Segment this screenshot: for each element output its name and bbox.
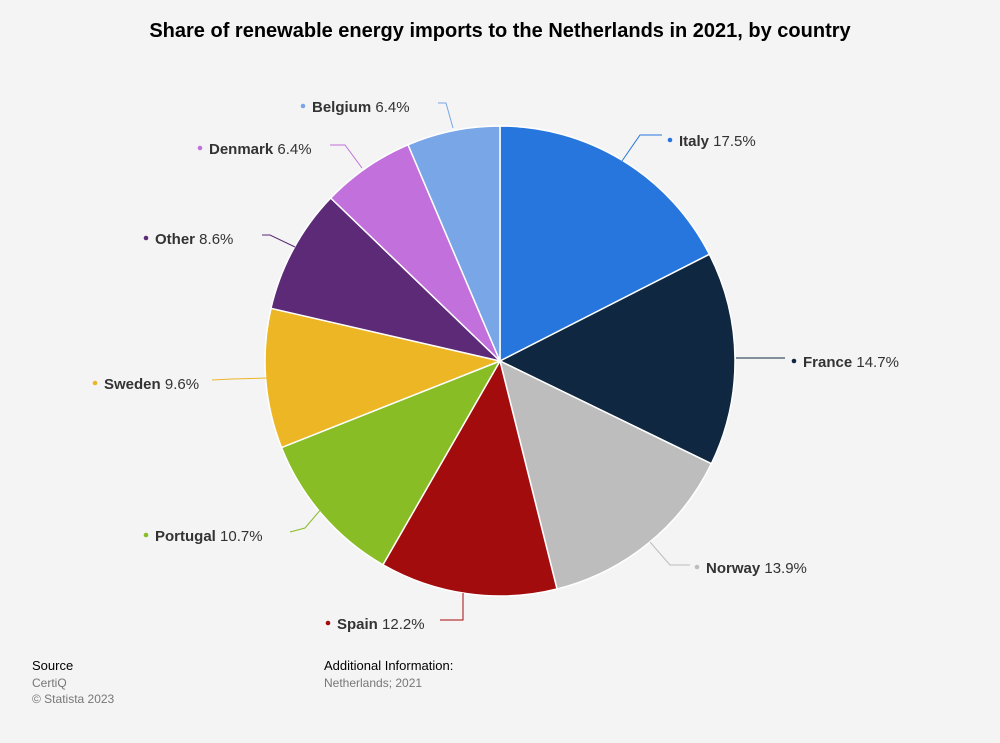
leader-line-belgium (438, 102, 454, 129)
pie-slice-portugal[interactable] (280, 359, 502, 566)
leader-line-norway (649, 541, 690, 566)
chart-title: Share of renewable energy imports to the… (149, 20, 851, 42)
pie-slice-norway[interactable] (498, 359, 713, 590)
additional-info-block: Additional Information: Netherlands; 202… (324, 658, 453, 691)
slice-label-name: Norway (706, 560, 761, 577)
pie-slice-sweden[interactable] (264, 307, 503, 449)
legend-dot-italy (667, 137, 673, 143)
pie-slice-spain[interactable] (381, 359, 558, 597)
source-heading: Source (32, 658, 74, 673)
slice-label-name: France (803, 354, 852, 371)
legend-dot-france (791, 358, 797, 364)
slice-label-value: 17.5% (709, 133, 756, 150)
leader-line-portugal (289, 507, 323, 533)
slice-label-name: Italy (679, 133, 710, 150)
pie-slice-france[interactable] (498, 253, 736, 465)
slice-label-portugal: Portugal 10.7% (155, 528, 263, 545)
legend-dot-portugal (143, 532, 149, 538)
leader-line-sweden (211, 377, 269, 381)
slice-label-value: 6.4% (371, 99, 409, 116)
leader-line-italy (621, 134, 662, 162)
leader-line-spain (440, 593, 464, 621)
legend-dot-norway (694, 564, 700, 570)
slice-label-italy: Italy 17.5% (679, 133, 756, 150)
copyright[interactable]: © Statista 2023 (32, 692, 115, 706)
slice-label-denmark: Denmark 6.4% (209, 141, 312, 158)
leader-line-denmark (330, 144, 363, 169)
slice-label-value: 13.9% (760, 560, 807, 577)
leader-line-other (262, 234, 296, 248)
pie-slice-belgium[interactable] (407, 125, 501, 362)
legend-dot-spain (325, 620, 331, 626)
slice-label-spain: Spain 12.2% (337, 616, 425, 633)
slice-label-name: Portugal (155, 528, 216, 545)
legend-dot-belgium (300, 103, 306, 109)
slice-label-france: France 14.7% (803, 354, 899, 371)
slice-label-value: 12.2% (378, 616, 425, 633)
legend-dot-other (143, 235, 149, 241)
slice-label-sweden: Sweden 9.6% (104, 376, 199, 393)
additional-info-text: Netherlands; 2021 (324, 676, 423, 690)
slice-label-value: 8.6% (195, 231, 233, 248)
slice-label-value: 9.6% (161, 376, 199, 393)
slice-labels: Italy 17.5% France 14.7% Norway 13.9% Spain… (92, 99, 899, 633)
legend-dot-denmark (197, 145, 203, 151)
slice-label-other: Other 8.6% (155, 231, 233, 248)
source-block: Source CertiQ © Statista 2023 (32, 658, 114, 707)
slice-label-belgium: Belgium 6.4% (312, 99, 410, 116)
slice-label-norway: Norway 13.9% (706, 560, 807, 577)
slice-label-name: Belgium (312, 99, 371, 116)
slice-label-value: 14.7% (852, 354, 899, 371)
slice-label-name: Denmark (209, 141, 274, 158)
slice-label-value: 6.4% (273, 141, 311, 158)
legend-dot-sweden (92, 380, 98, 386)
pie-slices (264, 125, 736, 597)
source-name[interactable]: CertiQ (32, 676, 67, 690)
leader-lines (211, 102, 785, 621)
additional-info-heading: Additional Information: (324, 658, 454, 673)
slice-label-name: Other (155, 231, 195, 248)
slice-label-name: Spain (337, 616, 378, 633)
slice-label-value: 10.7% (216, 528, 263, 545)
slice-label-name: Sweden (104, 376, 161, 393)
pie-slice-other[interactable] (270, 196, 503, 363)
